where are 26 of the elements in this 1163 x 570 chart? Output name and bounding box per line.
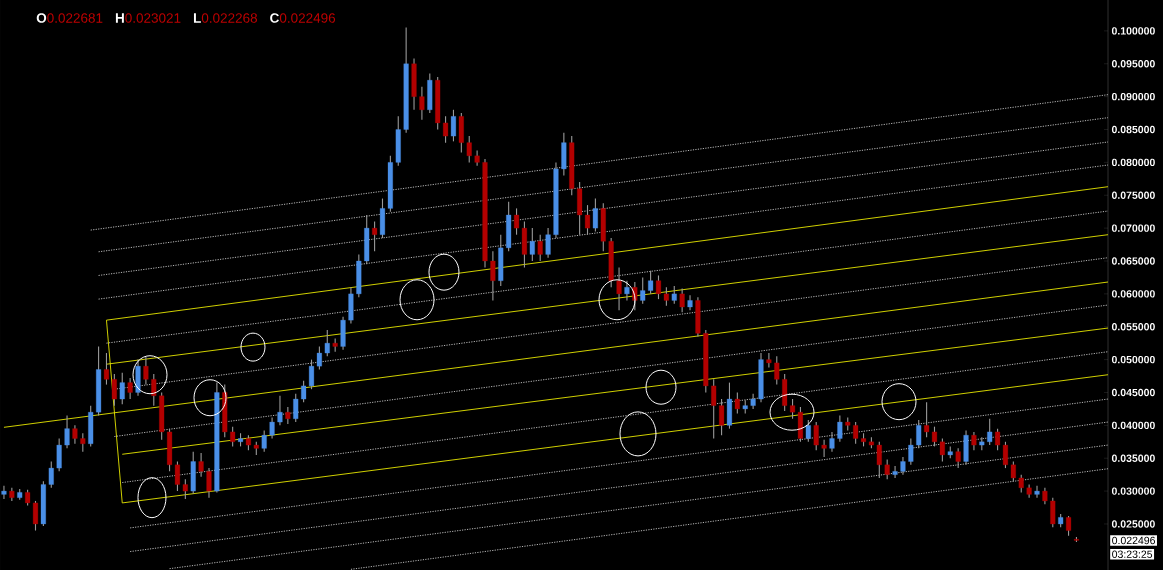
text: 03:23:25 — [1112, 550, 1153, 558]
annotation: 0.023021 — [125, 13, 181, 23]
y-tick-label: 0.095000 — [1111, 60, 1155, 68]
y-tick-label: 0.040000 — [1111, 421, 1155, 430]
annotation: 0.022681 — [47, 13, 103, 23]
y-tick-label: 0.065000 — [1111, 257, 1155, 265]
annotation: 0.022496 — [279, 13, 336, 23]
y-tick-label: 0.060000 — [1111, 290, 1155, 298]
y-tick-label: 0.090000 — [1111, 92, 1155, 101]
y-tick-label: 0.035000 — [1111, 454, 1155, 462]
y-tick-label: 0.045000 — [1111, 388, 1155, 397]
annotation: H — [115, 13, 124, 23]
y-tick-label: 0.085000 — [1111, 125, 1155, 134]
text: 0.022496 — [1112, 536, 1156, 545]
y-tick-label: 0.030000 — [1111, 487, 1155, 495]
y-tick-label: 0.075000 — [1111, 191, 1155, 199]
y-tick-label: 0.100000 — [1111, 27, 1155, 35]
y-tick-label: 0.050000 — [1111, 355, 1155, 364]
y-tick-label: 0.025000 — [1111, 520, 1155, 528]
annotation: 0.022268 — [201, 13, 258, 23]
annotation: C — [270, 13, 279, 23]
annotation: O — [36, 13, 47, 23]
y-tick-label: 0.070000 — [1111, 224, 1155, 232]
y-tick-label: 0.055000 — [1111, 323, 1155, 331]
y-tick-label: 0.080000 — [1111, 158, 1155, 167]
annotation: L — [193, 13, 201, 23]
